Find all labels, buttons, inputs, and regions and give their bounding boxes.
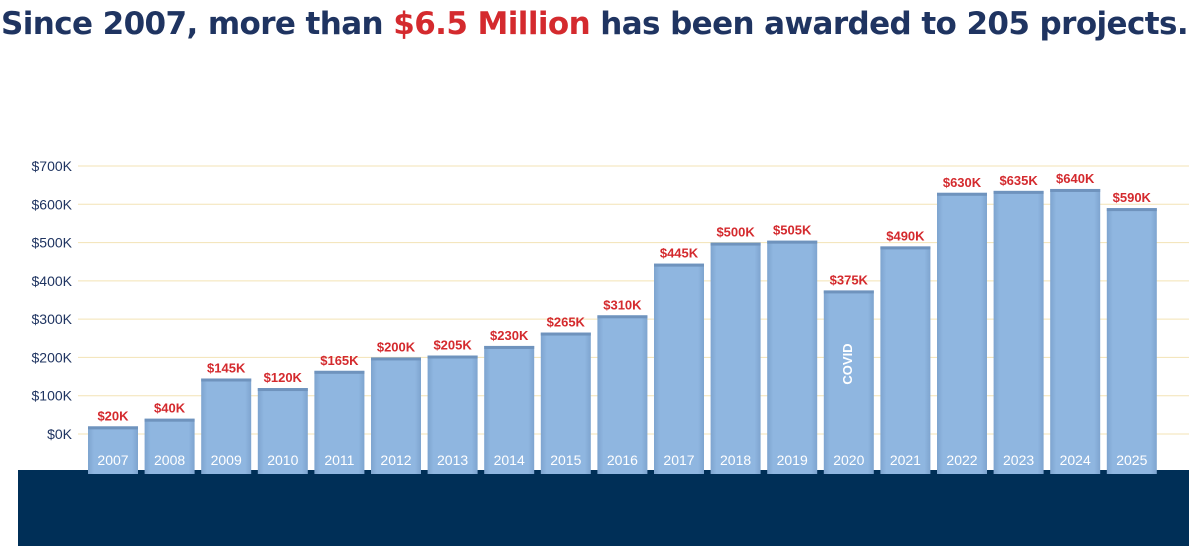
bar-top-edge — [314, 370, 365, 374]
x-tick-label: 2018 — [720, 452, 751, 468]
bar-top-edge — [767, 240, 818, 244]
x-tick-label: 2025 — [1116, 452, 1147, 468]
x-tick-label: 2023 — [1003, 452, 1034, 468]
x-tick-label: 2021 — [890, 452, 921, 468]
x-tick-label: 2007 — [97, 452, 128, 468]
data-label: $310K — [603, 297, 642, 312]
bar-top-edge — [1106, 208, 1157, 212]
data-label: $165K — [320, 353, 359, 368]
x-axis: 2007 2008 2009 2010 2011 2012 2013 2014 2015 2016… — [97, 452, 1147, 468]
bar-2019 — [767, 240, 818, 474]
bar-2007 — [88, 426, 138, 474]
bar-top-edge — [880, 246, 931, 250]
bar-2015 — [540, 332, 591, 474]
bar-top-edge — [201, 378, 252, 382]
x-tick-label: 2012 — [380, 452, 411, 468]
data-labels: $20K $40K $145K $120K $165K $200K $205K $230K $2… — [97, 171, 1151, 423]
data-label: $200K — [377, 339, 416, 354]
bar-top-edge — [654, 263, 704, 267]
y-tick-label: $0K — [47, 426, 73, 442]
y-axis: $0K $100K $200K $300K $400K $500K $600K $700K — [32, 158, 73, 442]
bar-2009 — [201, 378, 252, 474]
y-tick-label: $700K — [32, 158, 73, 174]
y-tick-label: $500K — [32, 235, 73, 251]
y-tick-label: $400K — [32, 273, 73, 289]
data-label: $40K — [154, 401, 186, 416]
bar-top-edge — [937, 192, 987, 196]
bar-2022 — [937, 192, 987, 475]
data-label: $445K — [660, 246, 699, 261]
bar-2025 — [1106, 208, 1157, 474]
y-tick-label: $100K — [32, 388, 73, 404]
bar-top-edge — [540, 332, 591, 336]
annotation-label: COVID — [840, 343, 855, 384]
bar-top-edge — [710, 242, 761, 246]
page-title: Since 2007, more than $6.5 Million has b… — [0, 6, 1189, 42]
x-tick-label: 2020 — [833, 452, 864, 468]
data-label: $490K — [886, 228, 925, 243]
x-tick-label: 2015 — [550, 452, 581, 468]
x-tick-label: 2017 — [663, 452, 694, 468]
bar-top-edge — [88, 426, 138, 430]
x-tick-label: 2009 — [211, 452, 242, 468]
data-label: $145K — [207, 360, 246, 375]
bar-2021 — [880, 246, 931, 474]
data-label: $205K — [433, 338, 472, 353]
bar-top-edge — [597, 315, 648, 319]
data-label: $505K — [773, 223, 812, 238]
bar-2011 — [314, 370, 365, 474]
data-label: $635K — [999, 173, 1038, 188]
bar-2024 — [1050, 188, 1101, 474]
base-band — [18, 470, 1189, 546]
y-tick-label: $600K — [32, 196, 73, 212]
y-tick-label: $300K — [32, 311, 73, 327]
y-tick-label: $200K — [32, 349, 73, 365]
bar-top-edge — [144, 418, 195, 422]
data-label: $640K — [1056, 171, 1095, 186]
bar-top-edge — [993, 190, 1044, 194]
bar-top-edge — [484, 345, 535, 349]
x-tick-label: 2014 — [494, 452, 525, 468]
x-tick-label: 2019 — [777, 452, 808, 468]
data-label: $630K — [943, 175, 982, 190]
bar-2016 — [597, 315, 648, 474]
headline-prefix: Since 2007, more than — [0, 6, 394, 42]
bar-2013 — [427, 355, 478, 474]
bar-2018 — [710, 242, 761, 474]
bar-top-edge — [257, 388, 308, 392]
data-label: $120K — [264, 370, 303, 385]
headline-suffix: has been awarded to 205 projects. — [590, 6, 1188, 42]
bar-2008 — [144, 418, 195, 474]
data-label: $375K — [830, 272, 869, 287]
headline-highlight: $6.5 Million — [393, 6, 591, 42]
bar-2023 — [993, 190, 1044, 474]
data-label: $500K — [716, 225, 755, 240]
x-tick-label: 2013 — [437, 452, 468, 468]
bar-2017 — [654, 263, 704, 474]
x-tick-label: 2008 — [154, 452, 185, 468]
data-label: $590K — [1113, 190, 1152, 205]
x-tick-label: 2024 — [1060, 452, 1091, 468]
bar-2020 — [823, 290, 874, 474]
annotations: COVID — [840, 343, 855, 384]
bar-top-edge — [427, 355, 478, 359]
x-tick-label: 2011 — [324, 452, 354, 468]
x-tick-label: 2010 — [267, 452, 298, 468]
bars — [88, 188, 1157, 475]
x-tick-label: 2022 — [946, 452, 977, 468]
bar-top-edge — [823, 290, 874, 294]
x-tick-label: 2016 — [607, 452, 638, 468]
bar-2010 — [257, 388, 308, 474]
bar-2012 — [371, 357, 421, 474]
bar-top-edge — [1050, 188, 1101, 192]
bar-top-edge — [371, 357, 421, 361]
bar-2014 — [484, 345, 535, 474]
data-label: $20K — [97, 408, 129, 423]
data-label: $265K — [547, 315, 586, 330]
data-label: $230K — [490, 328, 529, 343]
